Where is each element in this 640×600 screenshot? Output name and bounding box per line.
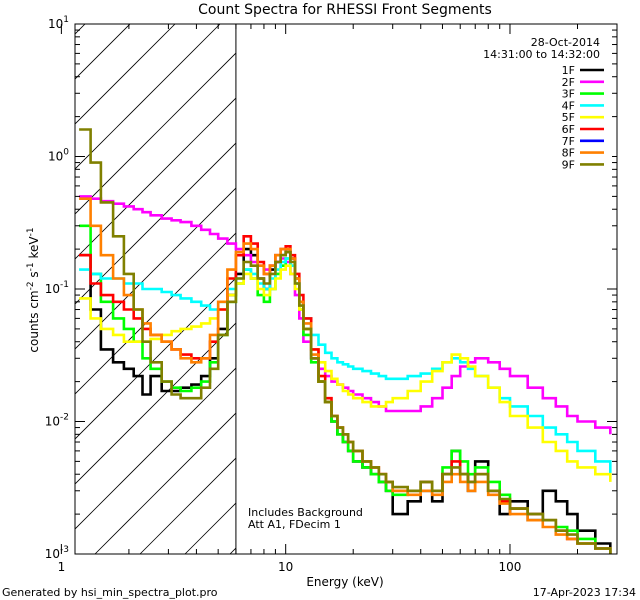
x-tick-label: 100 bbox=[499, 560, 522, 574]
hatch-line bbox=[75, 24, 221, 170]
y-label-sup-1: -2 bbox=[26, 281, 36, 290]
y-tick-label: 10-3 bbox=[45, 545, 69, 561]
series-line-5f bbox=[79, 264, 612, 482]
legend-label: 9F bbox=[562, 158, 575, 171]
legend-label: 2F bbox=[562, 76, 575, 89]
hatch-line bbox=[75, 24, 131, 80]
legend-label: 7F bbox=[562, 135, 575, 148]
y-label-part-2: s bbox=[27, 271, 41, 281]
y-label-part-3: keV bbox=[27, 236, 41, 263]
x-tick-label: 1 bbox=[58, 560, 66, 574]
series-line-9f bbox=[79, 128, 612, 554]
hatch-line bbox=[75, 142, 236, 305]
attenuator-hatch-region bbox=[0, 0, 236, 554]
time-range-label: 14:31:00 to 14:32:00 bbox=[483, 48, 600, 61]
legend-label: 6F bbox=[562, 123, 575, 136]
series-line-2f bbox=[79, 195, 612, 435]
hatch-line bbox=[75, 24, 176, 125]
hatch-line bbox=[0, 0, 25, 554]
footer-generated-by: Generated by hsi_min_spectra_plot.pro bbox=[2, 586, 218, 599]
hatch-line bbox=[94, 412, 236, 554]
annotation-attenuator: Att A1, FDecim 1 bbox=[248, 518, 341, 531]
hatch-line bbox=[75, 97, 236, 260]
hatch-line bbox=[139, 457, 236, 554]
hatch-line bbox=[75, 187, 236, 350]
legend-background bbox=[536, 62, 612, 164]
y-tick-label: 10-1 bbox=[45, 280, 69, 296]
chart-title: Count Spectra for RHESSI Front Segments bbox=[198, 2, 492, 18]
x-axis-label: Energy (keV) bbox=[306, 575, 383, 589]
axes: 1 10 100 101 100 10-1 10-2 10-3 bbox=[45, 15, 618, 574]
hatch-line bbox=[75, 322, 236, 485]
hatch-line bbox=[75, 232, 236, 395]
legend-label: 4F bbox=[562, 99, 575, 112]
legend-label: 8F bbox=[562, 147, 575, 160]
y-label-sup-3: -1 bbox=[26, 227, 36, 236]
y-label-sup-2: -1 bbox=[26, 262, 36, 271]
spectra-series-group bbox=[79, 128, 612, 554]
hatch-line bbox=[75, 367, 236, 530]
date-label: 28-Oct-2014 bbox=[531, 36, 600, 49]
legend-label: 1F bbox=[562, 64, 575, 77]
hatch-line bbox=[75, 24, 86, 35]
y-axis-label: counts cm-2 s-1 keV-1 bbox=[26, 227, 41, 352]
hatch-line bbox=[75, 52, 236, 215]
y-tick-label: 10-2 bbox=[45, 413, 69, 429]
footer-timestamp: 17-Apr-2023 17:34 bbox=[533, 586, 636, 599]
y-tick-label: 101 bbox=[48, 15, 69, 31]
x-tick-label: 10 bbox=[278, 560, 293, 574]
hatch-lines bbox=[0, 0, 236, 554]
legend-label: 3F bbox=[562, 88, 575, 101]
y-tick-label: 100 bbox=[48, 148, 69, 164]
legend-label: 5F bbox=[562, 111, 575, 124]
annotation-background: Includes Background bbox=[248, 506, 363, 519]
y-label-part-1: counts cm bbox=[27, 290, 41, 352]
